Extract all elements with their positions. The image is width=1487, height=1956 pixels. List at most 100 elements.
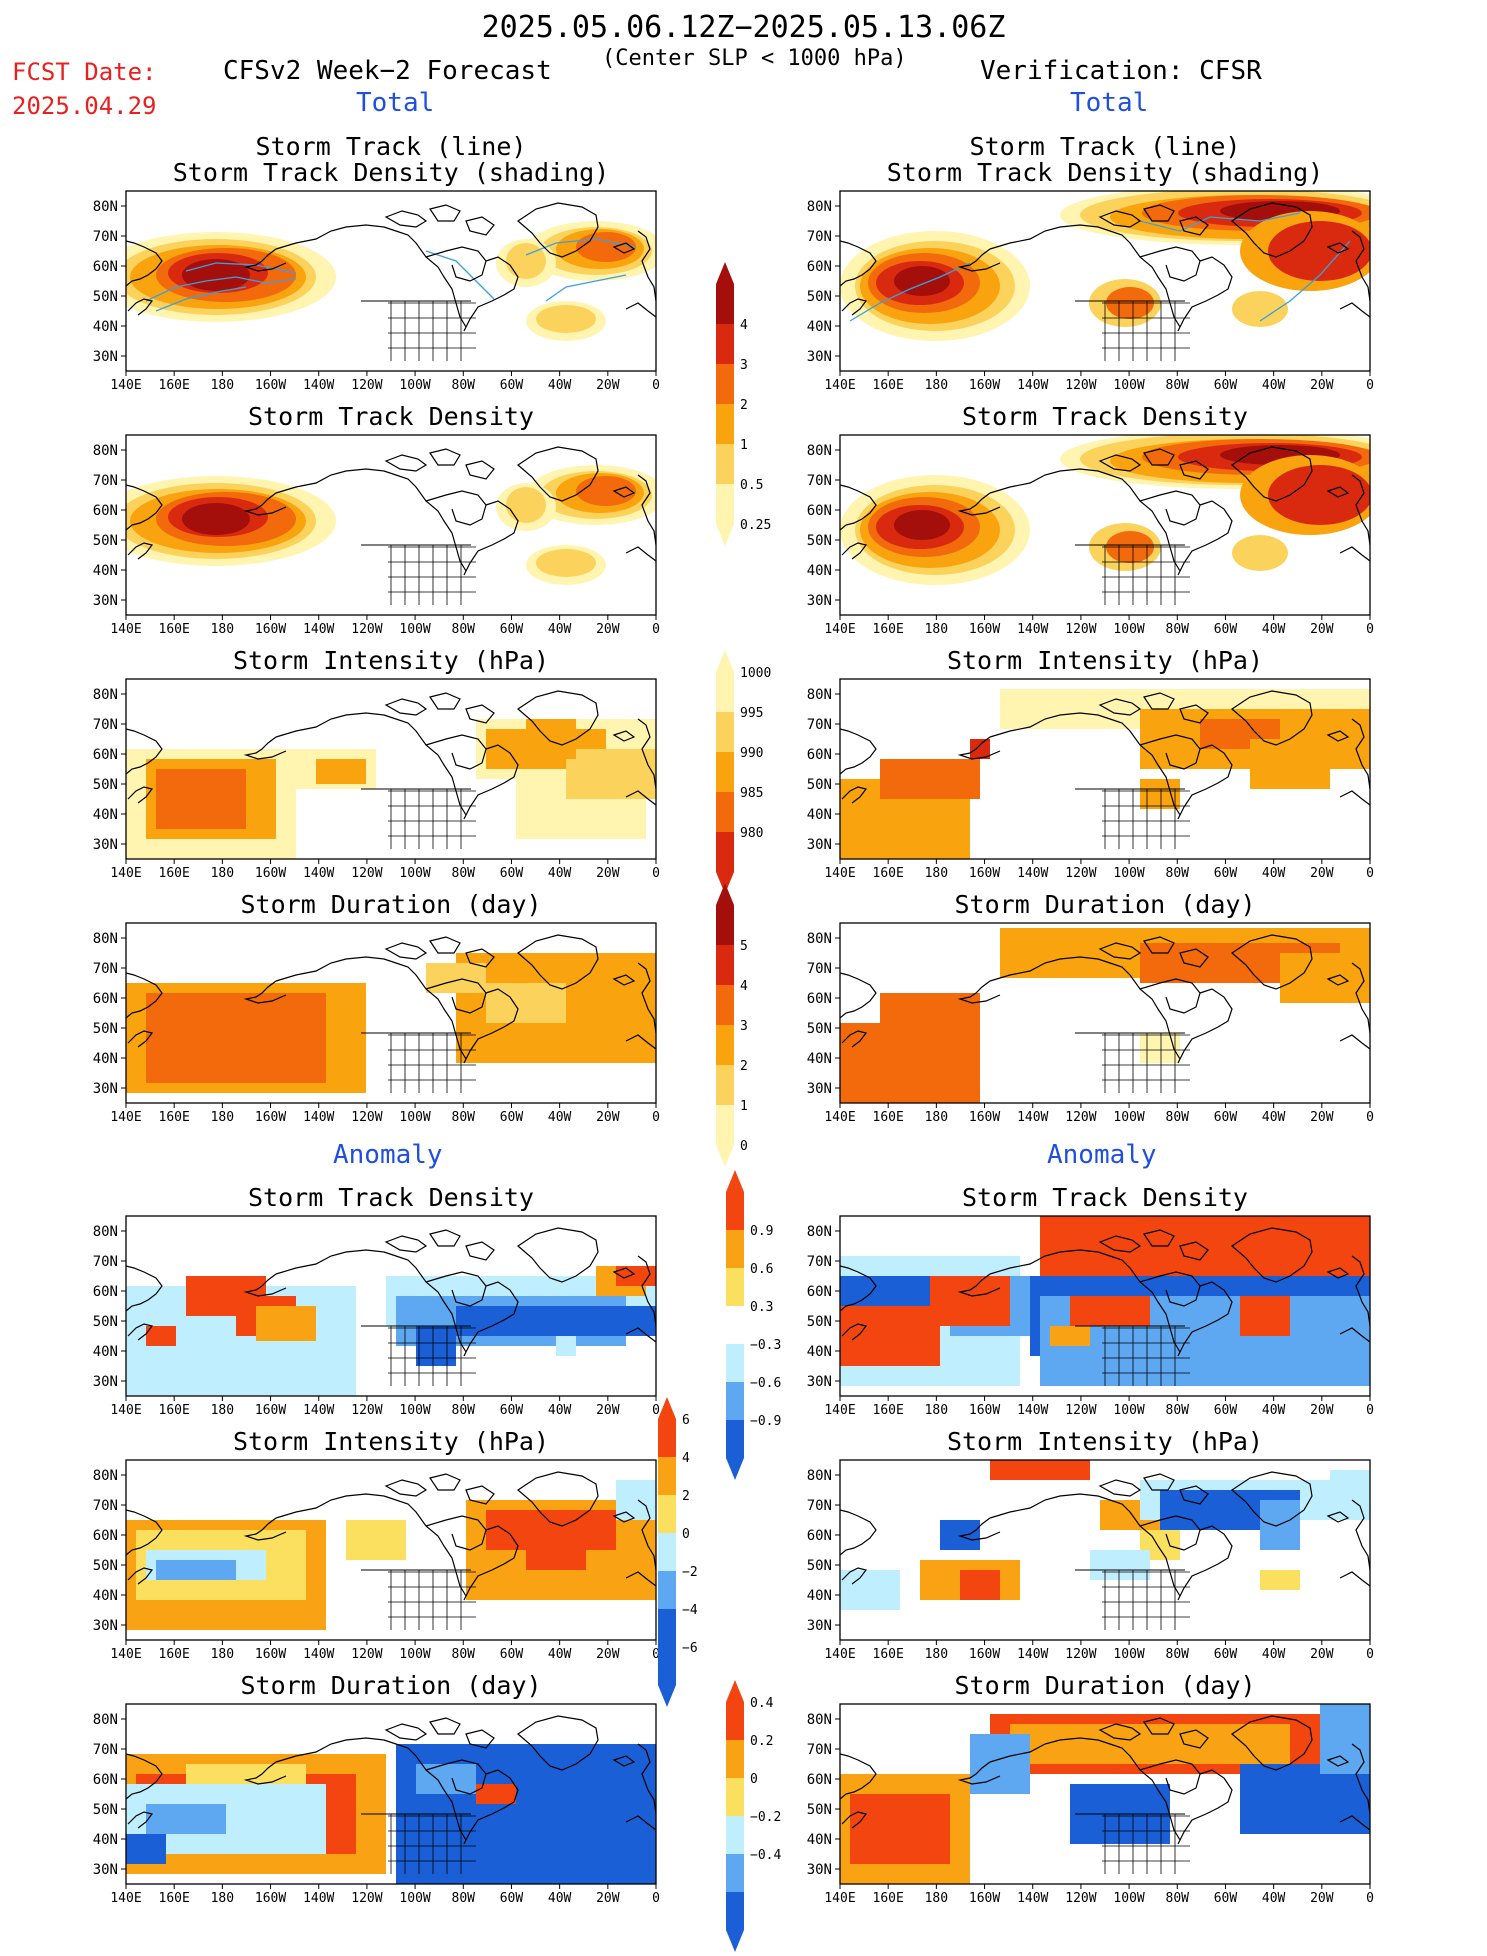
coastline — [384, 1479, 428, 1497]
colorbar-segment — [716, 1065, 734, 1105]
grid-cells — [126, 719, 656, 859]
map-density-verification: 80N 70N 60N 50N 40N 30N 140E 160E 180 160W 140W 120… — [807, 434, 1374, 651]
lon-tick-label: 20W — [596, 378, 620, 393]
lat-tick-label: 30N — [807, 1081, 832, 1097]
lon-tick-label: 60W — [1214, 1403, 1238, 1418]
shade-area — [894, 510, 950, 540]
lon-tick-label: 120W — [351, 1647, 382, 1662]
lat-tick-label: 70N — [93, 229, 118, 245]
lat-tick-label: 50N — [807, 1021, 832, 1037]
lat-tick-label: 70N — [807, 717, 832, 733]
shade-cell — [970, 1734, 1030, 1794]
lat-tick-label: 40N — [807, 1588, 832, 1604]
lon-tick-label: 140W — [1017, 866, 1048, 881]
lon-tick-label: 160E — [873, 1110, 904, 1125]
coastline — [612, 974, 636, 986]
shade-cell — [156, 1560, 236, 1580]
lat-tick-label: 40N — [93, 1588, 118, 1604]
lon-tick-label: 180 — [211, 378, 234, 393]
lon-tick-label: 40W — [548, 866, 572, 881]
lon-tick-label: 0 — [652, 1110, 660, 1125]
colorbar-segment — [716, 404, 734, 444]
lon-tick-label: 160W — [255, 1403, 286, 1418]
lon-tick-label: 60W — [500, 1110, 524, 1125]
lon-tick-label: 160E — [159, 622, 190, 637]
coastline — [1326, 1755, 1350, 1767]
coastline — [384, 698, 428, 716]
lon-tick-label: 180 — [925, 378, 948, 393]
storm-track-line — [545, 274, 627, 302]
colorbar-segment — [716, 364, 734, 404]
colorbar-segment — [716, 444, 734, 484]
lat-tick-label: 80N — [93, 687, 118, 703]
lat-tick-label: 70N — [93, 1742, 118, 1758]
coastline — [243, 736, 287, 760]
lat-tick-label: 40N — [807, 1344, 832, 1360]
coastline — [989, 712, 1181, 816]
map-body — [126, 934, 656, 1093]
state-borders — [388, 789, 476, 849]
lat-tick-label: 60N — [93, 503, 118, 519]
coastline — [625, 302, 656, 318]
coastline — [1179, 460, 1209, 480]
coastline — [463, 1769, 519, 1845]
shade-cell — [850, 1794, 950, 1864]
shade-cell — [840, 1023, 980, 1103]
lat-tick-label: 80N — [93, 1468, 118, 1484]
storm-tracks — [145, 238, 637, 312]
shade-cell — [146, 993, 326, 1083]
coastline — [1143, 1229, 1175, 1247]
shade-cell — [1320, 1704, 1370, 1774]
coastline — [384, 1235, 428, 1253]
colorbar-label: 985 — [740, 786, 763, 801]
coastlines — [840, 934, 1370, 1064]
coastline — [840, 484, 877, 531]
colorbar-segment — [726, 1892, 744, 1930]
map-frame — [839, 190, 1371, 372]
coastline — [1177, 1769, 1233, 1845]
lon-tick-label: 180 — [925, 1403, 948, 1418]
lon-tick-label: 140E — [824, 1891, 855, 1906]
lon-tick-label: 20W — [1310, 1647, 1334, 1662]
coastline — [625, 790, 656, 806]
lon-tick-label: 140W — [303, 1110, 334, 1125]
grid-cells — [840, 689, 1370, 859]
lon-tick-label: 160E — [159, 1110, 190, 1125]
coastlines — [840, 1715, 1370, 1845]
colorbar-label: 0 — [750, 1772, 758, 1787]
coastline — [840, 728, 877, 775]
shade-cell — [1260, 1570, 1300, 1590]
panel-title-intensity-right: Storm Intensity (hPa) — [946, 646, 1264, 675]
page-title: 2025.05.06.12Z−2025.05.13.06Z — [481, 10, 1006, 45]
colorbar-segment — [726, 1740, 744, 1778]
colorbar-segment — [716, 832, 734, 872]
panel-title-density-left: Storm Track Density — [248, 402, 534, 431]
colorbar-intensity-total: 1000 995 990 985 980 — [716, 650, 796, 898]
lon-tick-label: 120W — [1065, 1647, 1096, 1662]
map-track-density-verification: 80N 70N 60N 50N 40N 30N 140E 160E 180 160W 140W 120… — [807, 190, 1374, 407]
storm-tracks — [849, 212, 1351, 322]
map-density-anomaly-forecast: 80N 70N 60N 50N 40N 30N 140E 160E 180 160W 140W 120… — [93, 1215, 660, 1432]
lon-tick-label: 0 — [1366, 378, 1374, 393]
lon-tick-label: 160E — [873, 866, 904, 881]
coastline — [840, 240, 877, 287]
lon-tick-label: 80W — [1166, 1110, 1190, 1125]
lon-tick-label: 140E — [110, 866, 141, 881]
coastline — [126, 972, 163, 1019]
panel-title-track-line-left: Storm Track (line) — [255, 132, 527, 161]
coastline — [126, 1509, 163, 1556]
lon-tick-label: 60W — [1214, 622, 1238, 637]
anomaly-section-left: Anomaly — [333, 1140, 443, 1170]
lon-tick-label: 40W — [548, 378, 572, 393]
colorbar-segment — [726, 1382, 744, 1420]
lat-tick-label: 50N — [807, 1314, 832, 1330]
coastlines — [126, 202, 656, 332]
storm-track-line — [1139, 212, 1301, 232]
coastline — [465, 1729, 495, 1749]
lon-tick-label: 140E — [824, 1647, 855, 1662]
shade-cell — [146, 1804, 226, 1834]
lon-tick-label: 20W — [1310, 1891, 1334, 1906]
map-frame — [839, 678, 1371, 860]
lon-tick-label: 80W — [1166, 1647, 1190, 1662]
lon-tick-label: 0 — [1366, 1891, 1374, 1906]
